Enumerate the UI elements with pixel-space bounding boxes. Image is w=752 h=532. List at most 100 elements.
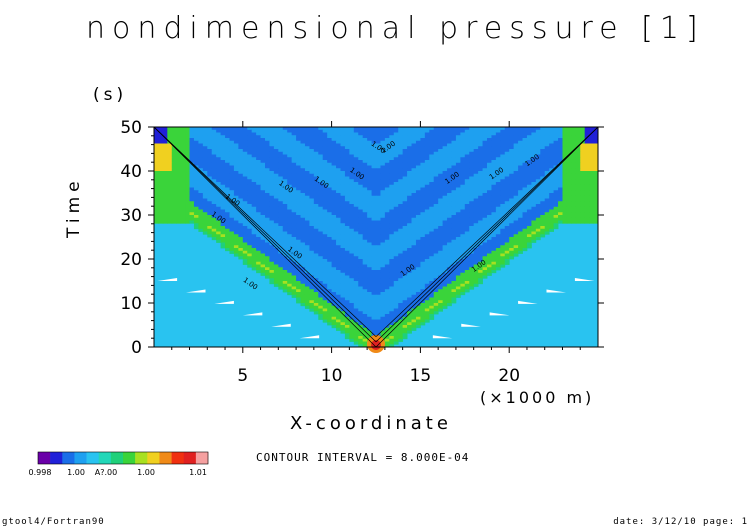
- field-cell: [322, 245, 328, 249]
- field-cell: [531, 223, 537, 227]
- field-cell: [376, 190, 381, 194]
- field-cell: [256, 138, 261, 142]
- field-cell: [495, 182, 501, 186]
- field-cell: [238, 154, 244, 158]
- field-cell: [353, 217, 359, 221]
- field-cell: [460, 129, 466, 133]
- field-cell: [575, 209, 581, 213]
- field-cell: [562, 143, 568, 147]
- field-cell: [433, 146, 439, 150]
- field-cell: [207, 149, 213, 153]
- field-cell: [495, 231, 501, 235]
- field-cell: [575, 217, 581, 221]
- field-cell: [176, 187, 182, 191]
- field-cell: [242, 146, 248, 150]
- field-cell: [318, 253, 324, 257]
- field-cell: [593, 160, 599, 164]
- field-cell: [287, 220, 293, 224]
- field-cell: [473, 267, 479, 271]
- field-cell: [535, 171, 541, 175]
- field-cell: [282, 215, 288, 219]
- field-cell: [278, 209, 284, 213]
- field-cell: [549, 187, 554, 191]
- field-cell: [367, 201, 372, 205]
- field-cell: [300, 278, 306, 282]
- field-cell: [291, 154, 297, 158]
- field-cell: [291, 281, 297, 285]
- field-cell: [371, 220, 377, 224]
- field-cell: [522, 206, 528, 210]
- field-cell: [593, 165, 599, 169]
- field-cell: [455, 206, 461, 210]
- field-cell: [287, 151, 293, 155]
- field-cell: [473, 154, 479, 158]
- field-cell: [447, 204, 452, 208]
- field-cell: [451, 149, 457, 153]
- field-cell: [180, 184, 186, 188]
- field-cell: [389, 182, 395, 186]
- field-cell: [464, 217, 470, 221]
- field-cell: [473, 151, 479, 155]
- field-cell: [322, 173, 328, 177]
- field-cell: [202, 212, 208, 216]
- field-cell: [451, 220, 457, 224]
- field-cell: [384, 190, 390, 194]
- field-cell: [415, 239, 421, 243]
- field-cell: [575, 212, 581, 216]
- field-cell: [442, 176, 448, 180]
- field-cell: [229, 171, 235, 175]
- field-cell: [535, 223, 541, 227]
- field-cell: [447, 138, 452, 142]
- field-cell: [309, 146, 315, 150]
- field-cell: [304, 140, 310, 144]
- field-cell: [336, 190, 341, 194]
- field-cell: [309, 132, 315, 136]
- field-cell: [189, 217, 195, 221]
- field-cell: [309, 168, 315, 172]
- field-cell: [522, 151, 528, 155]
- field-cell: [589, 138, 594, 142]
- field-cell: [269, 215, 275, 219]
- field-cell: [367, 272, 372, 276]
- field-cell: [260, 212, 266, 216]
- field-cell: [154, 220, 159, 224]
- field-cell: [198, 217, 204, 221]
- field-cell: [420, 132, 426, 136]
- field-cell: [331, 135, 337, 139]
- field-cell: [478, 206, 483, 210]
- field-cell: [482, 223, 488, 227]
- field-cell: [447, 176, 452, 180]
- field-cell: [549, 215, 554, 219]
- field-cell: [433, 127, 439, 131]
- field-cell: [229, 250, 235, 254]
- field-cell: [331, 182, 337, 186]
- field-cell: [509, 237, 515, 241]
- field-cell: [216, 138, 221, 142]
- field-cell: [291, 237, 297, 241]
- field-cell: [540, 182, 546, 186]
- field-cell: [411, 220, 417, 224]
- field-cell: [442, 217, 448, 221]
- field-cell: [495, 173, 501, 177]
- field-cell: [171, 190, 177, 194]
- field-cell: [451, 171, 457, 175]
- field-cell: [287, 176, 293, 180]
- field-cell: [411, 226, 417, 230]
- field-cell: [313, 212, 319, 216]
- field-cell: [207, 162, 213, 166]
- field-cell: [500, 212, 506, 216]
- field-cell: [469, 204, 475, 208]
- field-cell: [491, 173, 497, 177]
- field-cell: [318, 190, 324, 194]
- field-cell: [340, 171, 346, 175]
- field-cell: [211, 231, 217, 235]
- field-cell: [322, 187, 328, 191]
- field-cell: [460, 184, 466, 188]
- field-cell: [207, 160, 213, 164]
- field-cell: [380, 173, 386, 177]
- field-cell: [216, 176, 221, 180]
- field-cell: [504, 127, 510, 131]
- field-cell: [251, 209, 257, 213]
- field-cell: [233, 250, 239, 254]
- field-cell: [313, 209, 319, 213]
